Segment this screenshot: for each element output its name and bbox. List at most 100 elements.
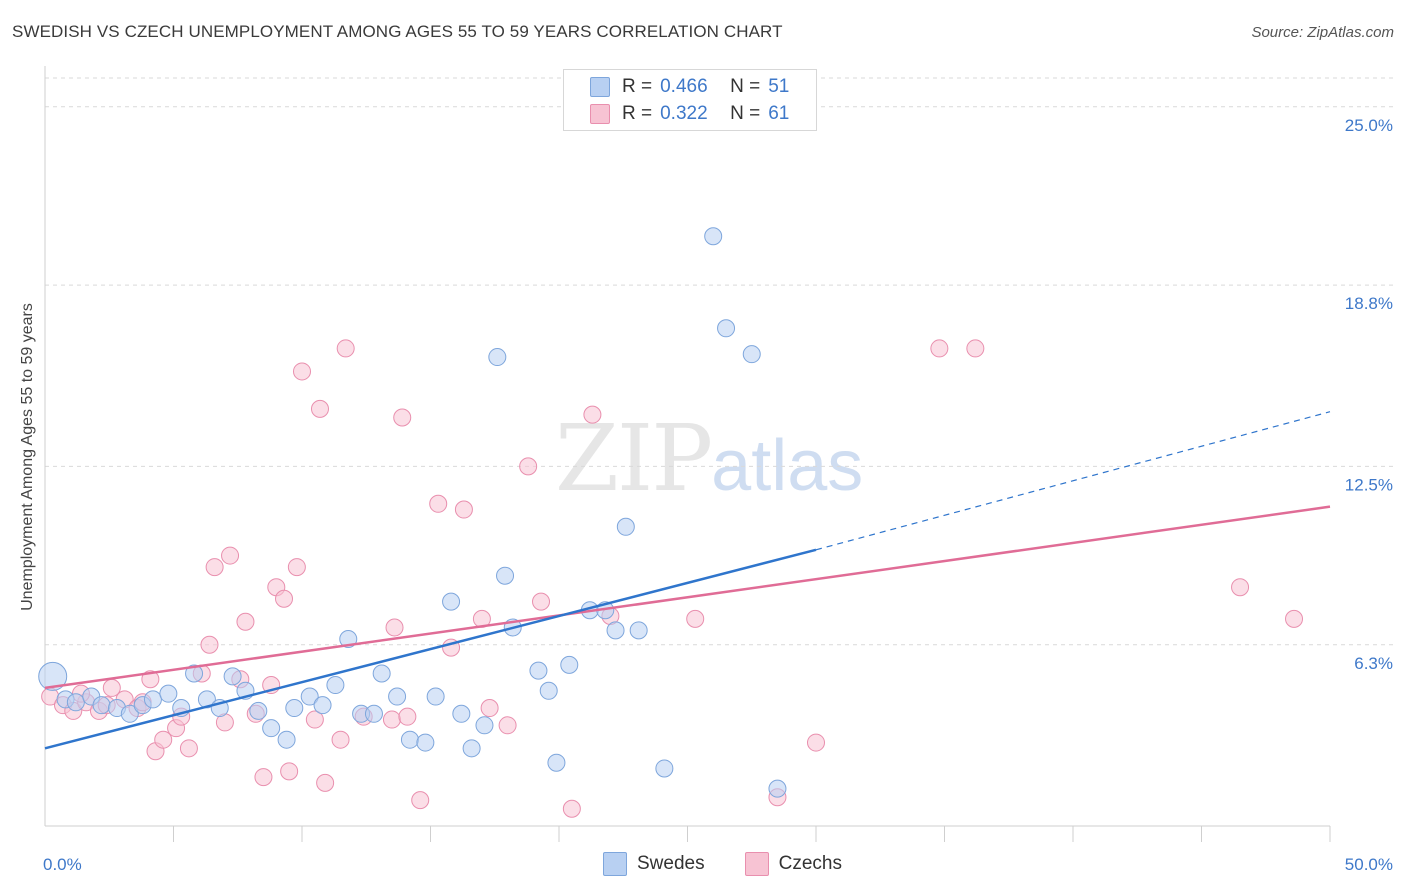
czechs-point	[930, 339, 949, 358]
watermark-zip: ZIP	[555, 405, 713, 512]
legend-row-czechs: R = 0.322 N = 61	[590, 103, 789, 125]
swedes-point	[38, 661, 68, 691]
czechs-point	[236, 612, 255, 631]
source-label: Source: ZipAtlas.com	[1251, 24, 1394, 41]
tick-labels: 6.3% 12.5% 18.8% 25.0% 0.0% 50.0%	[43, 116, 1393, 874]
czechs-point	[686, 609, 705, 628]
czechs-point	[398, 707, 417, 726]
swedes-point	[629, 621, 648, 640]
czechs-point	[480, 699, 499, 718]
swedes-n-value: 51	[768, 76, 790, 97]
czechs-point	[154, 730, 173, 749]
czechs-point	[179, 739, 198, 758]
swedes-point	[66, 693, 85, 712]
czechs-point	[583, 405, 602, 424]
swedes-point	[475, 716, 494, 735]
czechs-point	[287, 558, 306, 577]
swedes-point	[655, 759, 674, 778]
swedes-point	[560, 655, 579, 674]
swedes-trend-extension	[815, 411, 1331, 551]
swedes-point	[462, 739, 481, 758]
swedes-point	[426, 687, 445, 706]
czechs-point	[385, 618, 404, 637]
swedes-point	[159, 684, 178, 703]
swedes-point	[452, 704, 471, 723]
axes	[44, 66, 1331, 842]
czechs-point	[411, 791, 430, 810]
swedes-r-value: 0.466	[660, 76, 708, 97]
czechs-point	[454, 500, 473, 519]
czechs-point	[280, 762, 299, 781]
czechs-point	[141, 670, 160, 689]
czechs-point	[498, 716, 517, 735]
legend-row-swedes: R = 0.466 N = 51	[590, 76, 789, 98]
y-tick-label: 6.3%	[1354, 654, 1393, 673]
czechs-n-value: 61	[768, 103, 790, 124]
czechs-swatch	[590, 104, 610, 124]
swedes-point	[364, 704, 383, 723]
swedes-point	[262, 719, 281, 738]
czechs-point	[331, 730, 350, 749]
czechs-points	[41, 339, 1304, 818]
czechs-point	[293, 362, 311, 381]
swedes-point	[768, 779, 787, 798]
r-label: R =	[622, 103, 653, 124]
swedes-point	[120, 704, 139, 723]
y-tick-label: 12.5%	[1345, 475, 1393, 494]
czechs-point	[205, 558, 224, 577]
y-tick-label: 18.8%	[1345, 294, 1393, 313]
correlation-legend: R = 0.466 N = 51 R = 0.322 N = 61	[563, 69, 817, 131]
chart-title: SWEDISH VS CZECH UNEMPLOYMENT AMONG AGES…	[12, 22, 783, 41]
czechs-point	[336, 339, 355, 358]
czechs-r-value: 0.322	[660, 103, 708, 124]
swedes-point	[442, 592, 461, 611]
czechs-point	[254, 768, 273, 787]
swedes-point	[539, 681, 558, 700]
czechs-point	[519, 457, 538, 476]
swedes-point	[606, 621, 625, 640]
czechs-point	[807, 733, 825, 752]
swedes-point	[400, 730, 419, 749]
legend-item-czechs: Czechs	[744, 852, 842, 876]
swedes-point	[372, 664, 391, 683]
swedes-point	[313, 696, 332, 715]
trend-lines	[44, 411, 1331, 750]
swedes-point	[547, 753, 566, 772]
swedes-point	[249, 701, 268, 720]
czechs-point	[275, 589, 294, 608]
swedes-point	[616, 517, 635, 536]
swedes-point	[277, 730, 296, 749]
n-label: N =	[730, 103, 761, 124]
x-tick-label-min: 0.0%	[43, 855, 82, 874]
swedes-point	[496, 566, 515, 585]
swedes-point	[326, 676, 345, 695]
series-legend: Swedes Czechs	[603, 852, 882, 876]
czechs-legend-label: Czechs	[778, 853, 842, 874]
swedes-swatch	[590, 77, 610, 97]
swedes-point	[92, 696, 111, 715]
czechs-point	[310, 399, 329, 418]
swedes-points	[38, 227, 787, 798]
n-label: N =	[730, 76, 761, 97]
swedes-point	[185, 664, 204, 683]
swedes-point	[717, 319, 736, 338]
legend-item-swedes: Swedes	[603, 852, 705, 876]
swedes-point	[339, 630, 358, 648]
swedes-point	[388, 687, 407, 706]
czechs-point	[429, 494, 448, 513]
y-tick-label: 25.0%	[1345, 116, 1393, 135]
swedes-point	[300, 687, 319, 706]
swedes-trend-line	[44, 548, 817, 750]
czechs-point	[1231, 578, 1250, 597]
swedes-point	[285, 699, 304, 718]
czechs-point	[532, 592, 551, 611]
czechs-point	[221, 546, 240, 565]
czechs-point	[316, 773, 335, 792]
swedes-point	[704, 227, 723, 246]
swedes-point	[488, 348, 507, 367]
czechs-point	[562, 799, 581, 818]
czechs-point	[200, 635, 219, 654]
czechs-legend-swatch	[744, 852, 769, 876]
czechs-point	[1285, 609, 1304, 628]
